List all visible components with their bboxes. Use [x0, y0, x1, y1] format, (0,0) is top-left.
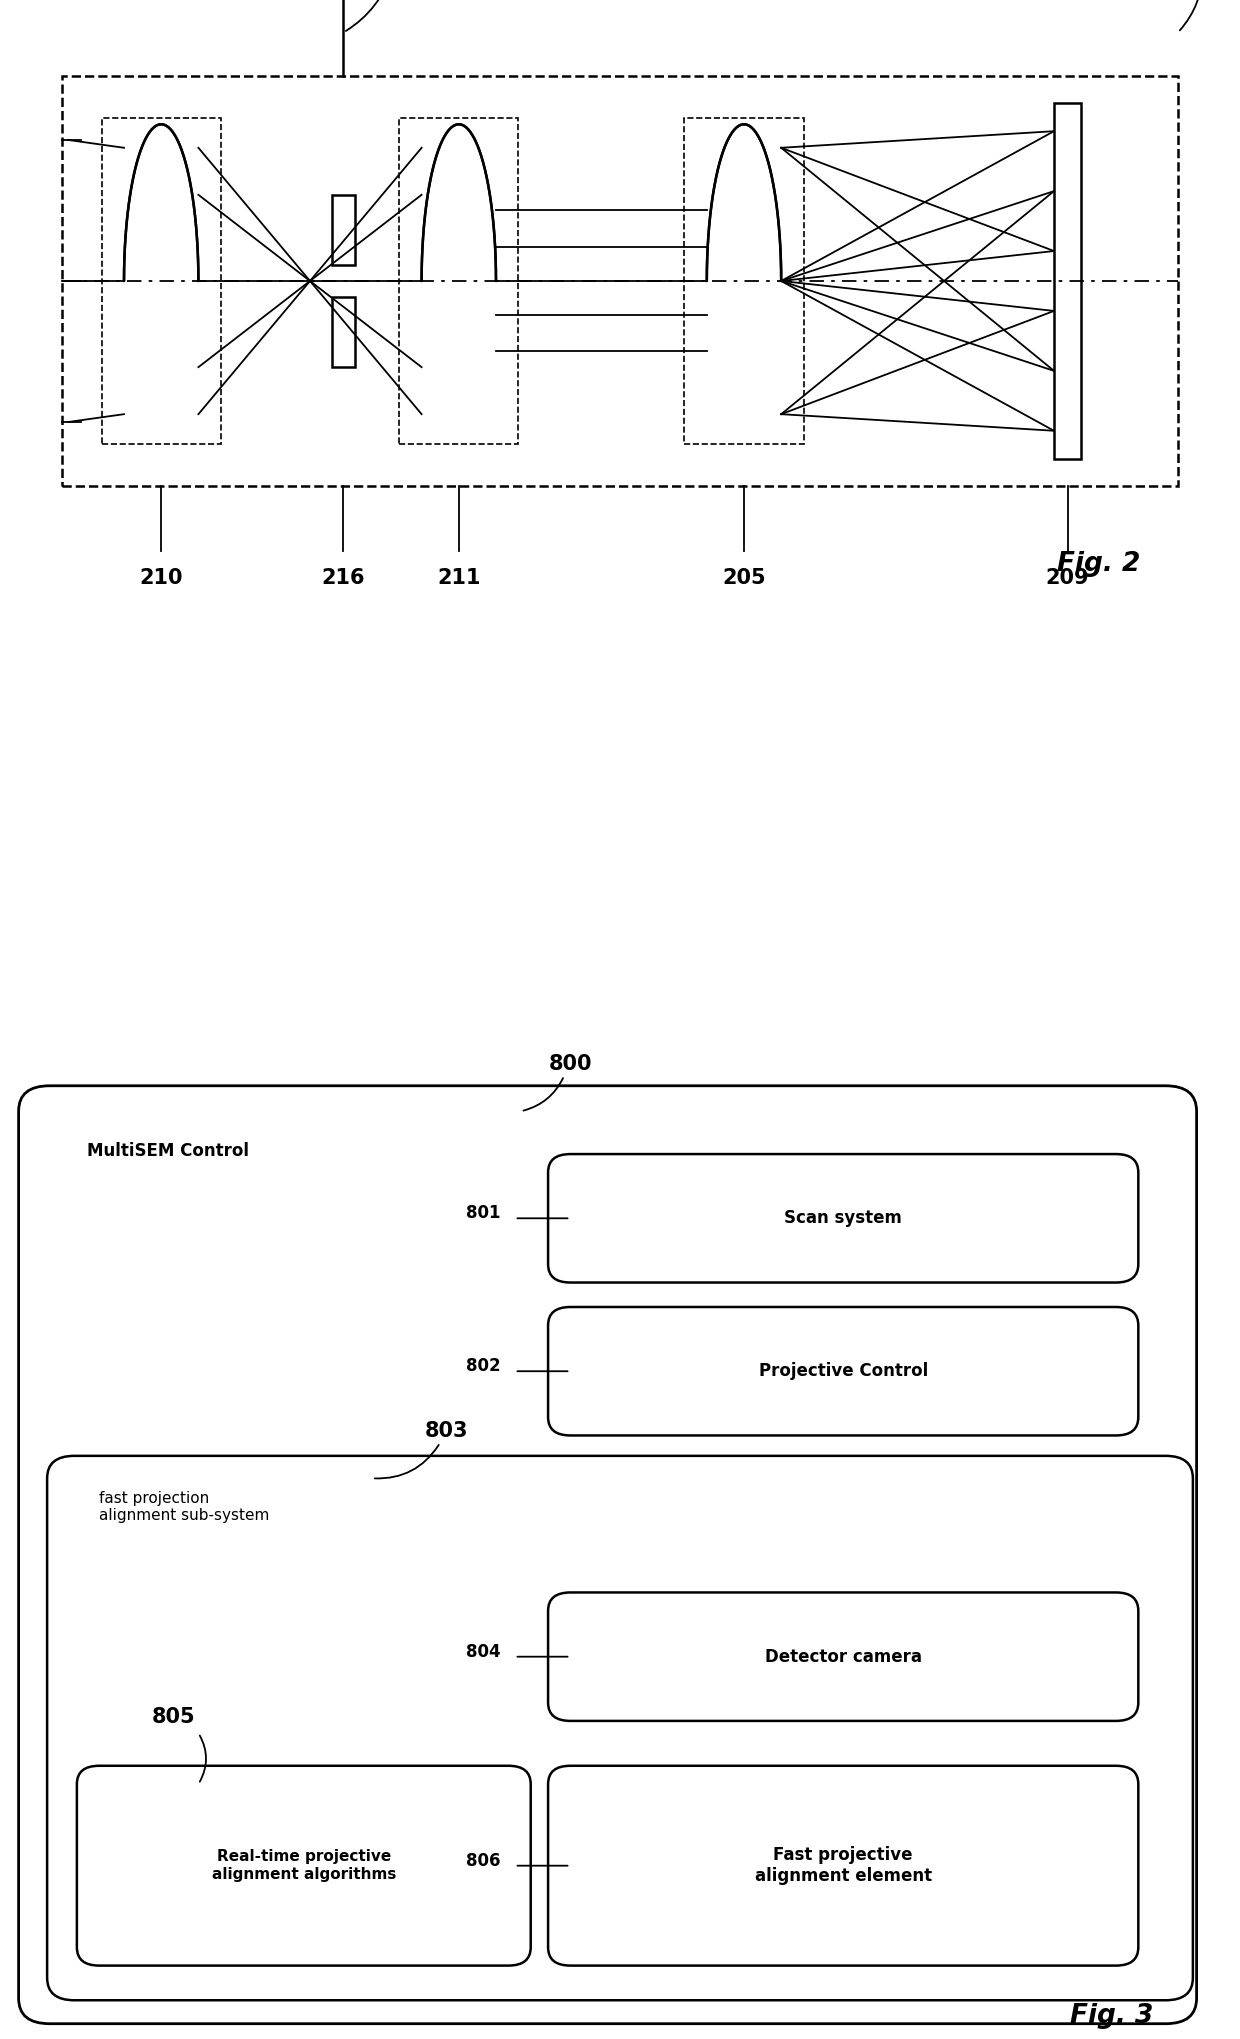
FancyBboxPatch shape: [332, 194, 355, 265]
FancyBboxPatch shape: [77, 1766, 531, 1966]
FancyBboxPatch shape: [19, 1085, 1197, 2023]
Text: 801: 801: [466, 1205, 501, 1221]
FancyBboxPatch shape: [332, 298, 355, 367]
FancyBboxPatch shape: [548, 1307, 1138, 1435]
Text: 205: 205: [722, 567, 766, 587]
Text: 210: 210: [139, 567, 184, 587]
Text: 806: 806: [466, 1851, 501, 1870]
Text: Fast projective
alignment element: Fast projective alignment element: [755, 1845, 931, 1886]
Text: 211: 211: [436, 567, 481, 587]
Text: 803: 803: [424, 1421, 469, 1442]
Text: 800: 800: [548, 1054, 593, 1075]
Text: Detector camera: Detector camera: [765, 1648, 921, 1666]
Text: 216: 216: [321, 567, 366, 587]
FancyBboxPatch shape: [1054, 102, 1081, 459]
FancyBboxPatch shape: [548, 1766, 1138, 1966]
Text: Scan system: Scan system: [784, 1209, 903, 1227]
Text: MultiSEM Control: MultiSEM Control: [87, 1142, 249, 1160]
Text: fast projection
alignment sub-system: fast projection alignment sub-system: [99, 1491, 269, 1523]
Text: 805: 805: [151, 1707, 196, 1727]
Text: Real-time projective
alignment algorithms: Real-time projective alignment algorithm…: [212, 1849, 396, 1882]
FancyBboxPatch shape: [548, 1592, 1138, 1721]
Text: 802: 802: [466, 1358, 501, 1374]
Text: 209: 209: [1045, 567, 1090, 587]
Text: 804: 804: [466, 1643, 501, 1660]
Text: Fig. 3: Fig. 3: [1070, 2002, 1153, 2029]
FancyBboxPatch shape: [548, 1154, 1138, 1283]
FancyBboxPatch shape: [47, 1456, 1193, 2000]
Text: Projective Control: Projective Control: [759, 1362, 928, 1380]
Text: Fig. 2: Fig. 2: [1058, 551, 1141, 577]
